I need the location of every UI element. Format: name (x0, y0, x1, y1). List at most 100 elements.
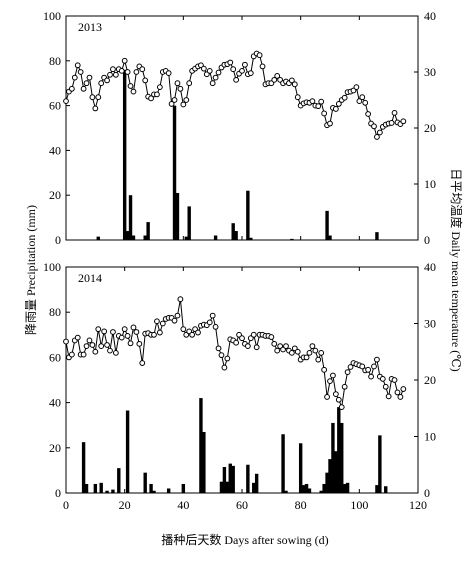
temperature-point (71, 74, 78, 81)
precipitation-bar (96, 236, 100, 240)
precipitation-bar (290, 238, 294, 240)
temperature-point (215, 69, 222, 76)
temperature-point (356, 98, 363, 105)
temperature-point (341, 383, 348, 390)
y-tick-label-left: 40 (49, 143, 61, 157)
temperature-point (309, 98, 316, 105)
precipitation-bar (105, 490, 109, 493)
y-tick-label-right: 10 (424, 430, 436, 444)
temperature-point (174, 312, 181, 319)
temperature-point (274, 73, 281, 79)
x-tick-label: 80 (295, 498, 307, 512)
temperature-point (127, 340, 134, 347)
temperature-point (250, 331, 257, 338)
temperature-point (124, 69, 131, 75)
y-tick-label-left: 60 (49, 350, 61, 364)
precipitation-bar (125, 410, 130, 493)
y-tick-label-left: 80 (49, 54, 61, 68)
temperature-point (239, 67, 245, 74)
x-tick-label: 60 (236, 498, 248, 512)
precipitation-bar (301, 485, 306, 493)
temperature-point (177, 296, 184, 303)
temperature-point (151, 331, 157, 338)
temperature-point (271, 76, 278, 83)
precipitation-bar (111, 489, 115, 493)
temperature-point (288, 77, 295, 84)
temperature-point (98, 343, 105, 350)
temperature-point (233, 339, 240, 346)
precipitation-bar (246, 464, 250, 493)
panel-2014: 0 20 40 60 80 100 0 10 20 30 40 0 20 40 60 80 100 120 2014 (43, 260, 436, 512)
y-tick-label-right: 30 (424, 65, 436, 79)
y-axis-label-right: 日平均温度 Daily mean temperature (℃) (449, 168, 464, 371)
temperature-point (68, 85, 75, 92)
precipitation-bar (231, 223, 235, 240)
temperature-point (227, 59, 234, 66)
precipitation-bar (93, 483, 98, 493)
temperature-point (156, 84, 163, 91)
precipitation-bar (166, 488, 171, 493)
precipitation-bar (128, 195, 133, 240)
temperature-point (68, 351, 75, 358)
precipitation-bar (146, 222, 150, 240)
y-tick-label-left: 80 (49, 305, 61, 319)
panel-title: 2014 (78, 271, 102, 285)
x-tick-label: 120 (409, 498, 427, 512)
precipitation-bar (378, 435, 382, 493)
temperature-point (186, 80, 193, 87)
temperature-point (315, 103, 322, 110)
temperature-point (244, 343, 251, 350)
temperature-point (63, 338, 69, 345)
precipitation-bar (281, 434, 285, 493)
precipitation-bar (322, 483, 326, 493)
temperature-point (397, 394, 404, 400)
y-tick-label-left: 100 (43, 260, 61, 274)
y-tick-label-right: 20 (424, 373, 436, 387)
temperature-point (107, 347, 113, 354)
temperature-point (382, 383, 389, 390)
temperature-point (136, 340, 143, 347)
x-tick-label: 0 (63, 498, 69, 512)
temperature-point (212, 74, 219, 81)
temperature-point (83, 80, 90, 87)
temperature-point (130, 324, 137, 331)
temperature-point (218, 352, 225, 359)
precipitation-bar (234, 231, 238, 240)
temperature-point (110, 66, 116, 73)
temperature-point (233, 76, 240, 83)
y-tick-label-left: 20 (49, 441, 61, 455)
temperature-point (230, 66, 237, 73)
y-tick-label-right: 20 (424, 121, 436, 135)
temperature-point (324, 394, 330, 400)
precipitation-bar (81, 442, 86, 493)
precipitation-bar (143, 472, 147, 493)
y-tick-label-left: 0 (55, 233, 61, 247)
precipitation-bar (325, 210, 329, 240)
precipitation-bar (125, 231, 130, 240)
temperature-point (139, 66, 146, 73)
precipitation-bar (342, 483, 347, 493)
temperature-point (165, 70, 172, 77)
temperature-point (321, 366, 328, 373)
temperature-point (101, 328, 108, 335)
temperature-point (118, 334, 125, 341)
plot-frame (65, 266, 419, 494)
panel-title: 2013 (78, 20, 102, 34)
temperature-point (92, 105, 99, 112)
precipitation-bar (184, 236, 188, 240)
precipitation-bar (131, 235, 136, 240)
temperature-point (133, 69, 140, 75)
precipitation-bar (345, 482, 350, 493)
temperature-point (95, 326, 102, 333)
temperature-point (154, 318, 160, 325)
precipitation-bar (252, 482, 256, 493)
temperature-point (156, 329, 163, 336)
temperature-point (112, 71, 119, 78)
precipitation-bar (337, 407, 341, 493)
precipitation-bar (122, 69, 127, 240)
temperature-point (195, 329, 201, 336)
temperature-point (400, 118, 407, 125)
y-tick-label-right: 0 (424, 486, 430, 500)
temperature-point (388, 120, 395, 126)
temperature-point (312, 347, 319, 354)
